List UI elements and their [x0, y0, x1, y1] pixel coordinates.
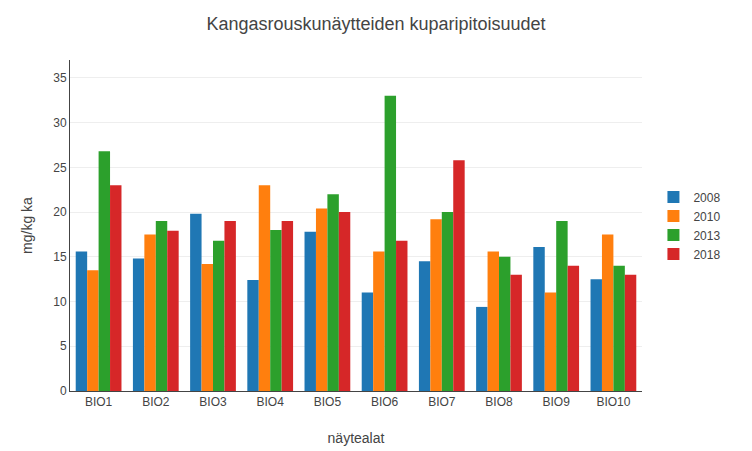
svg-text:BIO6: BIO6	[371, 395, 399, 409]
svg-text:30: 30	[53, 116, 67, 130]
svg-text:5: 5	[60, 339, 67, 353]
svg-text:BIO7: BIO7	[428, 395, 456, 409]
svg-text:BIO10: BIO10	[596, 395, 630, 409]
svg-text:näytealat: näytealat	[328, 430, 385, 446]
svg-text:2018: 2018	[693, 248, 720, 262]
svg-text:2010: 2010	[693, 210, 720, 224]
svg-text:BIO4: BIO4	[257, 395, 285, 409]
svg-text:BIO5: BIO5	[314, 395, 342, 409]
svg-text:15: 15	[53, 250, 67, 264]
svg-text:0: 0	[60, 384, 67, 398]
svg-text:BIO3: BIO3	[199, 395, 227, 409]
svg-text:BIO8: BIO8	[485, 395, 513, 409]
svg-text:20: 20	[53, 205, 67, 219]
svg-text:2008: 2008	[693, 191, 720, 205]
svg-text:35: 35	[53, 71, 67, 85]
svg-text:Kangasrouskunäytteiden kuparip: Kangasrouskunäytteiden kuparipitoisuudet	[206, 14, 545, 34]
svg-text:BIO9: BIO9	[543, 395, 571, 409]
svg-text:BIO2: BIO2	[142, 395, 170, 409]
svg-text:10: 10	[53, 295, 67, 309]
svg-text:mg/kg ka: mg/kg ka	[19, 197, 35, 254]
svg-text:2013: 2013	[693, 229, 720, 243]
svg-text:25: 25	[53, 161, 67, 175]
svg-text:BIO1: BIO1	[85, 395, 113, 409]
